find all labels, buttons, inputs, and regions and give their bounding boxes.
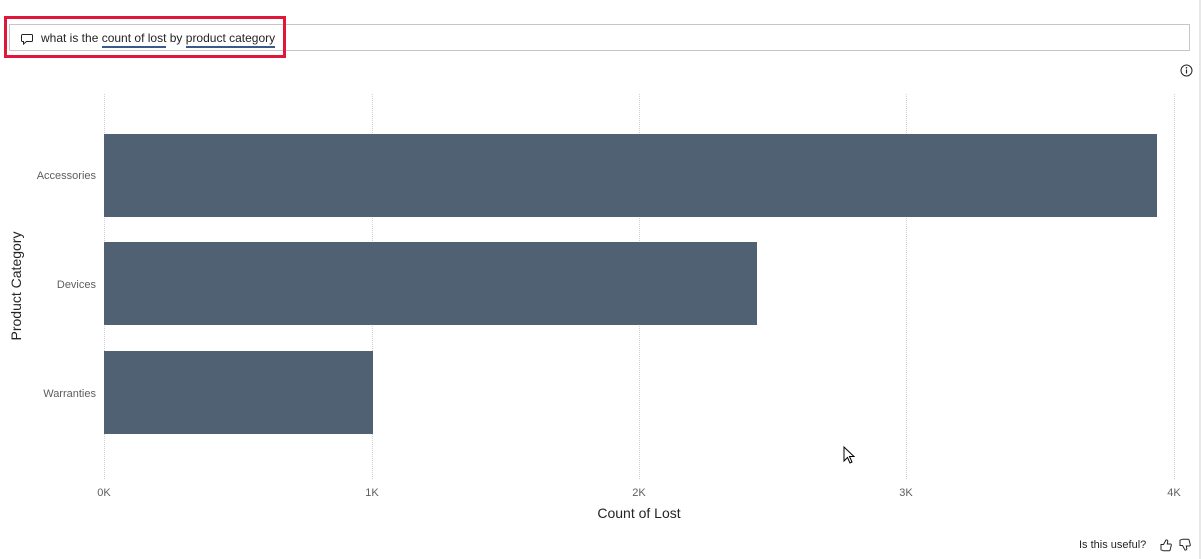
x-tick-4k: 4K bbox=[1167, 487, 1181, 499]
category-label-warranties: Warranties bbox=[43, 388, 96, 400]
mouse-cursor-icon bbox=[843, 446, 856, 464]
feedback-prompt: Is this useful? bbox=[1079, 539, 1147, 551]
bar-devices[interactable] bbox=[104, 242, 757, 325]
x-tick-3k: 3K bbox=[899, 487, 913, 499]
qa-term-count-of-lost[interactable]: count of lost bbox=[101, 31, 167, 48]
y-axis-title: Product Category bbox=[8, 231, 24, 341]
qa-term-product-category[interactable]: product category bbox=[185, 31, 276, 48]
chat-bubble-icon bbox=[21, 34, 33, 46]
gridline-4k bbox=[1174, 94, 1175, 479]
x-tick-0k: 0K bbox=[97, 487, 111, 499]
thumbs-up-icon[interactable] bbox=[1159, 538, 1173, 552]
qa-question-content: what is the count of lost by product cat… bbox=[20, 30, 276, 48]
bar-accessories[interactable] bbox=[104, 134, 1157, 217]
qa-question-text: what is the count of lost by product cat… bbox=[41, 30, 276, 48]
x-tick-1k: 1K bbox=[365, 487, 379, 499]
x-tick-2k: 2K bbox=[632, 487, 646, 499]
category-label-accessories: Accessories bbox=[36, 170, 96, 182]
bar-chart-plot-area bbox=[104, 94, 1175, 479]
info-icon[interactable] bbox=[1180, 64, 1193, 77]
gridline-3k bbox=[906, 94, 907, 479]
panel-right-border bbox=[1199, 0, 1201, 559]
qa-text-part: by bbox=[166, 30, 186, 45]
category-label-devices: Devices bbox=[56, 279, 96, 291]
x-axis-title: Count of Lost bbox=[597, 505, 681, 521]
bar-warranties[interactable] bbox=[104, 351, 373, 434]
thumbs-down-icon[interactable] bbox=[1178, 538, 1192, 552]
qa-text-part: what is the bbox=[41, 30, 102, 45]
